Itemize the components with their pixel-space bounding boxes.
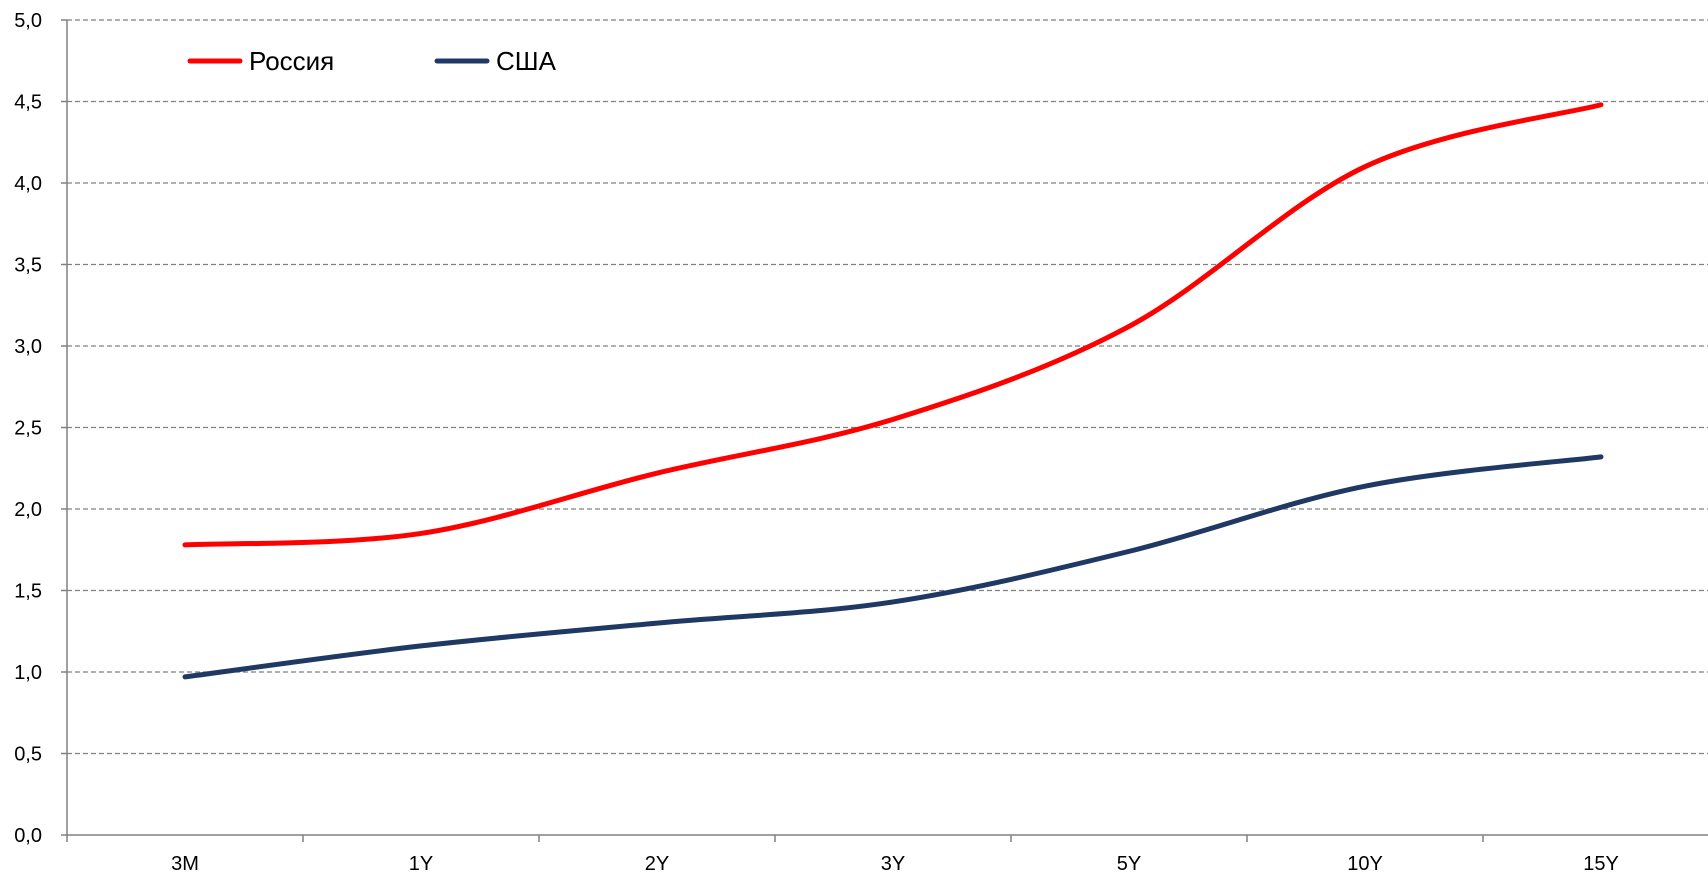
y-tick-label: 4,0 <box>14 173 42 195</box>
gridlines <box>67 19 1708 755</box>
series-line-0 <box>182 102 1604 548</box>
y-tick-label: 1,5 <box>14 581 42 603</box>
x-tick-label: 5Y <box>1117 853 1141 875</box>
legend-label: США <box>496 46 557 76</box>
y-tick-label: 1,0 <box>14 662 42 684</box>
series-lines <box>182 102 1604 680</box>
y-tick-label: 0,5 <box>14 744 42 766</box>
x-tick-label: 10Y <box>1347 853 1383 875</box>
y-tick-label: 3,5 <box>14 255 42 277</box>
x-tick-label: 3Y <box>881 853 905 875</box>
y-tick-label: 5,0 <box>14 10 42 32</box>
y-tick-label: 2,0 <box>14 499 42 521</box>
x-tick-label: 15Y <box>1583 853 1619 875</box>
y-tick-label: 0,0 <box>14 825 42 847</box>
series-line-1 <box>182 454 1604 680</box>
legend-label: Россия <box>249 46 334 76</box>
x-tick-label: 2Y <box>645 853 669 875</box>
legend: Россия США <box>187 46 557 76</box>
y-tick-label: 3,0 <box>14 336 42 358</box>
x-axis-tick-labels: 3M 1Y 2Y 3Y 5Y 10Y 15Y <box>171 853 1619 875</box>
y-axis-tick-labels: 0,0 0,5 1,0 1,5 2,0 2,5 3,0 3,5 4,0 4,5 5,0 <box>14 10 42 847</box>
y-tick-label: 4,5 <box>14 92 42 114</box>
x-tick-label: 1Y <box>409 853 433 875</box>
axes <box>61 19 1708 842</box>
x-tick-label: 3M <box>171 853 199 875</box>
y-tick-label: 2,5 <box>14 418 42 440</box>
